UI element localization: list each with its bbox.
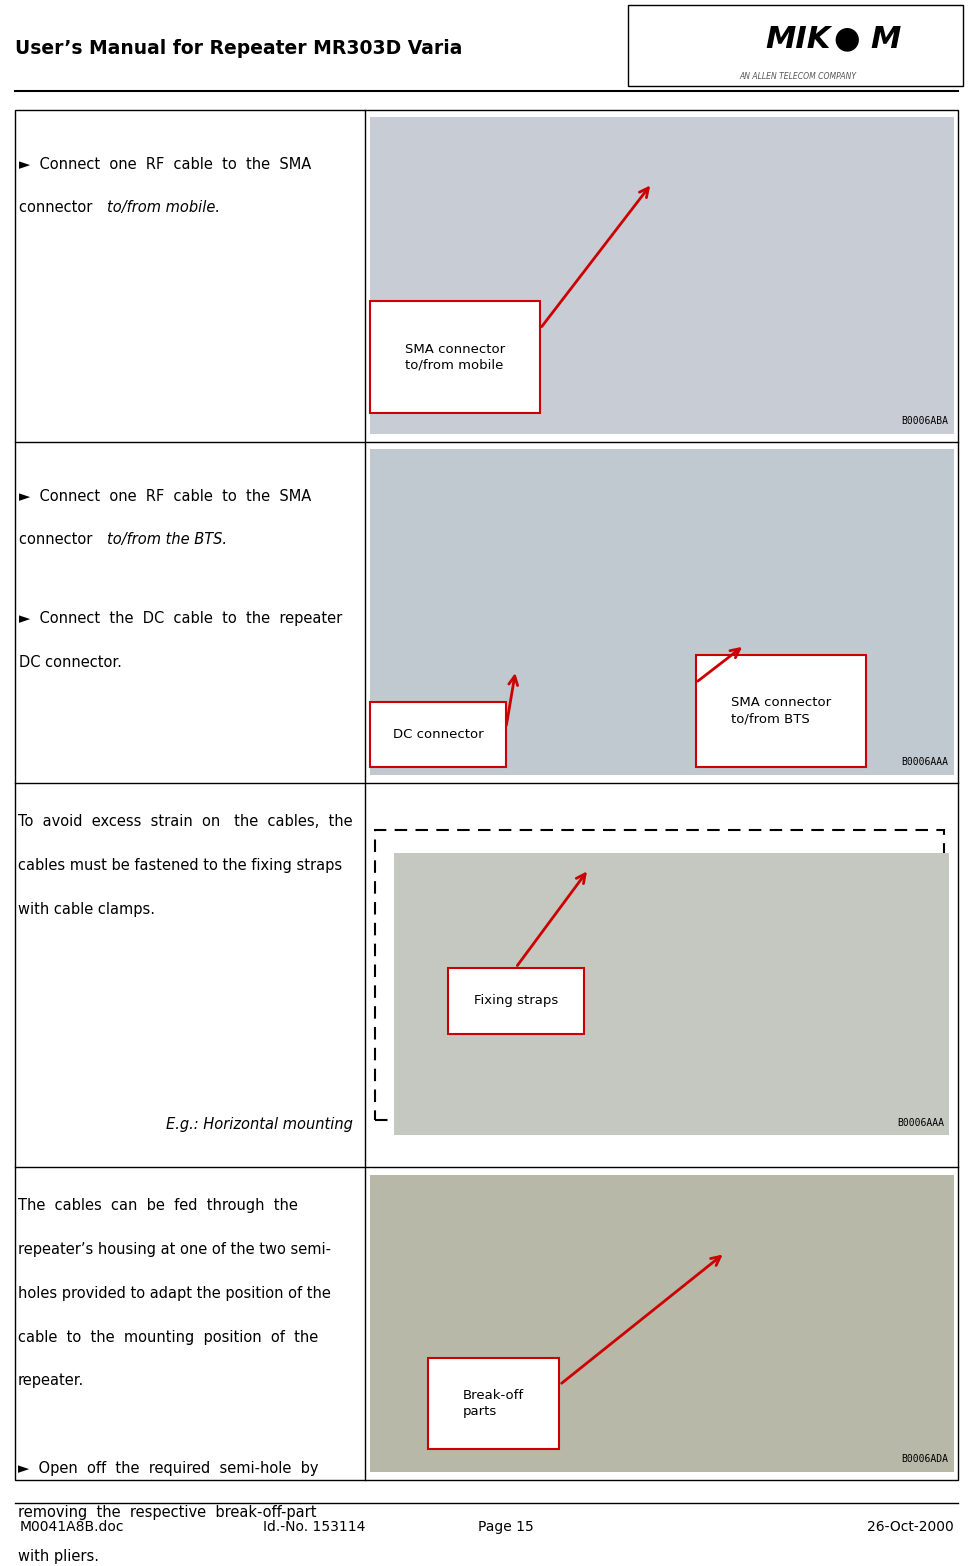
Bar <box>370 1174 954 1472</box>
Text: Break-off
parts: Break-off parts <box>463 1389 524 1417</box>
Bar <box>428 1358 559 1449</box>
Text: ►  Open  off  the  required  semi-hole  by: ► Open off the required semi-hole by <box>18 1461 318 1477</box>
Text: to/from the BTS.: to/from the BTS. <box>107 532 227 548</box>
Text: to/from mobile.: to/from mobile. <box>107 200 220 216</box>
Text: repeater’s housing at one of the two semi-: repeater’s housing at one of the two sem… <box>18 1242 331 1257</box>
Text: MIK: MIK <box>765 25 831 53</box>
Text: cables must be fastened to the fixing straps: cables must be fastened to the fixing st… <box>18 858 342 874</box>
Text: The  cables  can  be  fed  through  the: The cables can be fed through the <box>18 1198 298 1214</box>
Text: AN ALLEN TELECOM COMPANY: AN ALLEN TELECOM COMPANY <box>739 72 856 81</box>
Text: M: M <box>870 25 901 53</box>
Text: with cable clamps.: with cable clamps. <box>18 902 155 918</box>
Bar <box>448 968 584 1034</box>
Bar <box>375 830 944 1120</box>
Text: ►  Connect  one  RF  cable  to  the  SMA: ► Connect one RF cable to the SMA <box>19 157 311 172</box>
Text: ►  Connect  one  RF  cable  to  the  SMA: ► Connect one RF cable to the SMA <box>19 489 311 504</box>
Text: B0006AAA: B0006AAA <box>902 758 949 767</box>
Text: Fixing straps: Fixing straps <box>474 994 558 1007</box>
Text: connector: connector <box>19 532 97 548</box>
Text: ►  Connect  the  DC  cable  to  the  repeater: ► Connect the DC cable to the repeater <box>19 611 342 626</box>
Text: Id.-No. 153114: Id.-No. 153114 <box>263 1521 365 1533</box>
Text: M0041A8B.doc: M0041A8B.doc <box>19 1521 124 1533</box>
Bar <box>696 655 866 767</box>
Text: holes provided to adapt the position of the: holes provided to adapt the position of … <box>18 1286 331 1301</box>
Bar <box>370 117 954 434</box>
Text: repeater.: repeater. <box>18 1373 84 1389</box>
Text: DC connector: DC connector <box>392 728 484 741</box>
Text: B0006ABA: B0006ABA <box>902 417 949 426</box>
Text: B0006ADA: B0006ADA <box>902 1455 949 1464</box>
Bar <box>628 5 963 86</box>
Text: DC connector.: DC connector. <box>19 655 123 670</box>
Bar <box>394 853 949 1135</box>
Text: B0006AAA: B0006AAA <box>897 1118 944 1128</box>
Text: ●: ● <box>833 25 860 53</box>
Bar <box>370 702 506 767</box>
Text: connector: connector <box>19 200 97 216</box>
Text: SMA connector
to/from BTS: SMA connector to/from BTS <box>731 697 831 725</box>
Bar <box>370 301 540 413</box>
Text: User’s Manual for Repeater MR303D Varia: User’s Manual for Repeater MR303D Varia <box>15 39 462 58</box>
Text: cable  to  the  mounting  position  of  the: cable to the mounting position of the <box>18 1330 318 1345</box>
Text: Page 15: Page 15 <box>478 1521 534 1533</box>
Text: 26-Oct-2000: 26-Oct-2000 <box>867 1521 954 1533</box>
Bar <box>15 110 958 1480</box>
Text: with pliers.: with pliers. <box>18 1549 98 1564</box>
Text: To  avoid  excess  strain  on   the  cables,  the: To avoid excess strain on the cables, th… <box>18 814 352 830</box>
Text: removing  the  respective  break-off-part: removing the respective break-off-part <box>18 1505 316 1521</box>
Bar <box>370 449 954 775</box>
Text: SMA connector
to/from mobile: SMA connector to/from mobile <box>405 343 505 371</box>
Text: E.g.: Horizontal mounting: E.g.: Horizontal mounting <box>166 1117 353 1132</box>
